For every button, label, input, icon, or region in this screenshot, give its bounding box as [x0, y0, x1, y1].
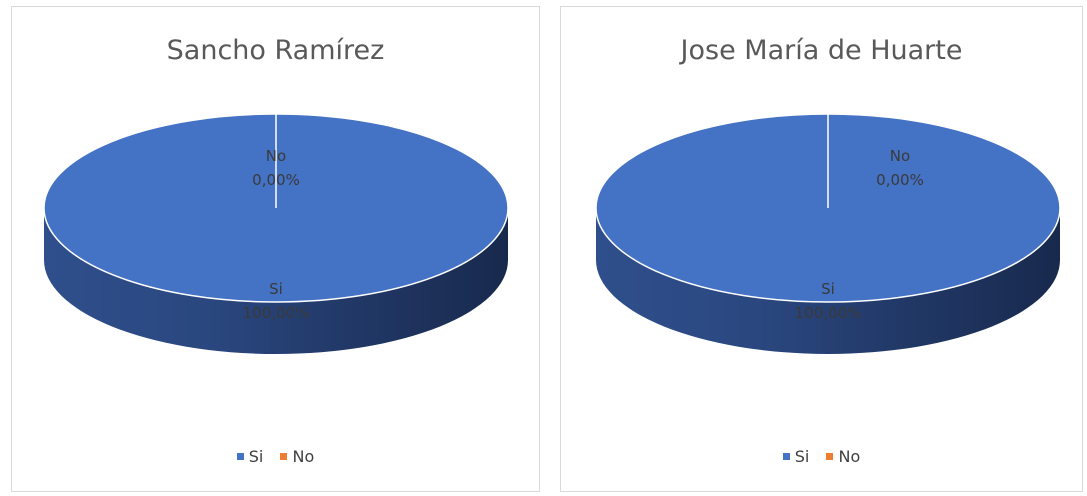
data-label-category-si: Si	[269, 280, 283, 298]
data-label-category-no: No	[266, 147, 286, 165]
pie-side-wall	[596, 208, 1060, 354]
data-label-category-si: Si	[821, 280, 835, 298]
data-label-percent-si: 100,00%	[243, 304, 310, 322]
legend-swatch-si	[236, 453, 244, 460]
legend-item-no: No	[826, 447, 860, 466]
chart-title: Sancho Ramírez	[166, 35, 385, 66]
legend-item-si: Si	[236, 447, 264, 466]
legend-item-no: No	[280, 447, 314, 466]
data-label-percent-no: 0,00%	[876, 171, 924, 189]
legend: Si No	[561, 447, 1082, 466]
legend-swatch-no	[280, 453, 288, 460]
chart-title: Jose María de Huarte	[680, 35, 963, 66]
data-label-percent-si: 100,00%	[795, 304, 862, 322]
legend-label-si: Si	[248, 447, 264, 466]
legend-item-si: Si	[782, 447, 810, 466]
data-label-percent-no: 0,00%	[252, 171, 300, 189]
legend-label-si: Si	[794, 447, 810, 466]
chart-panel-jose-maria-de-huarte: Jose María de Huarte No 0,00% Si 100,00% Si…	[560, 6, 1083, 492]
legend-label-no: No	[838, 447, 861, 466]
legend: Si No	[12, 447, 539, 466]
pie-side-wall	[44, 208, 508, 354]
pie-chart: No 0,00% Si 100,00%	[595, 113, 1061, 354]
legend-swatch-no	[826, 453, 834, 460]
legend-label-no: No	[292, 447, 315, 466]
chart-panel-sancho-ramirez: Sancho Ramírez No 0,00% Si 100,00% Si No	[11, 6, 540, 492]
data-label-category-no: No	[890, 147, 910, 165]
legend-swatch-si	[782, 453, 790, 460]
pie-chart: No 0,00% Si 100,00%	[43, 113, 509, 354]
